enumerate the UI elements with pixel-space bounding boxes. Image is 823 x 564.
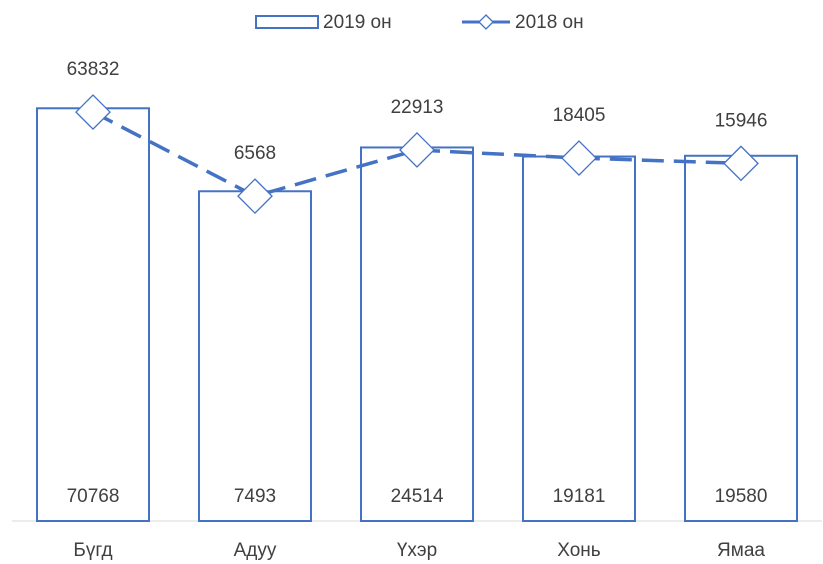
bar-value-label: 24514 — [391, 486, 444, 507]
x-tick-label: Хонь — [557, 540, 601, 561]
x-tick-label: Ямаа — [717, 540, 765, 561]
x-tick-label: Үхэр — [397, 540, 437, 561]
legend-marker — [478, 14, 494, 30]
line-marker — [561, 140, 597, 176]
line-value-label: 63832 — [67, 59, 120, 80]
line-marker — [399, 132, 435, 168]
bar — [522, 155, 636, 523]
line-value-label: 18405 — [553, 105, 606, 126]
line-value-label: 6568 — [234, 143, 276, 164]
legend-label: 2018 он — [515, 12, 584, 33]
bar — [36, 107, 150, 523]
bar — [198, 190, 312, 523]
bar-value-label: 19181 — [553, 486, 606, 507]
legend-label: 2019 он — [323, 12, 392, 33]
bar — [360, 146, 474, 522]
bar — [684, 154, 798, 522]
x-tick-label: Бүгд — [73, 540, 112, 561]
line-value-label: 15946 — [715, 110, 768, 131]
line-marker — [75, 94, 111, 131]
bar-value-label: 70768 — [67, 486, 120, 507]
bar-value-label: 19580 — [715, 486, 768, 507]
line-marker — [237, 178, 273, 215]
legend-swatch — [255, 15, 319, 29]
x-tick-label: Адуу — [234, 540, 277, 561]
line-marker — [723, 145, 759, 182]
line-value-label: 22913 — [391, 97, 444, 118]
bar-value-label: 7493 — [234, 486, 276, 507]
